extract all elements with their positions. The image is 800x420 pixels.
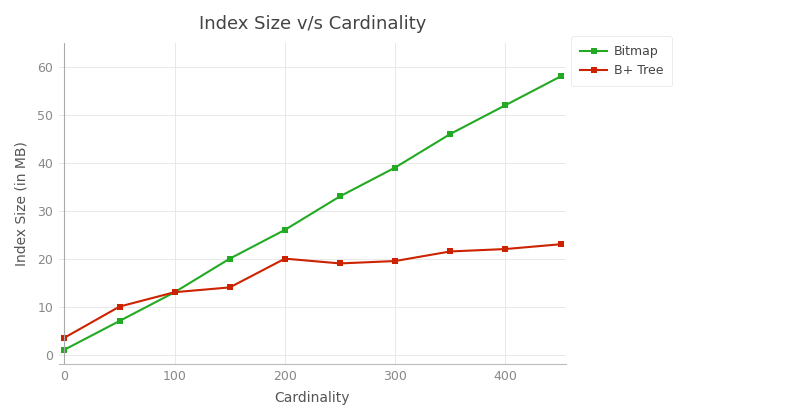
B+ Tree xyxy=(114,304,124,309)
Legend: Bitmap, B+ Tree: Bitmap, B+ Tree xyxy=(571,37,672,86)
Bitmap xyxy=(390,165,400,170)
Bitmap xyxy=(501,103,510,108)
X-axis label: Cardinality: Cardinality xyxy=(274,391,350,405)
Bitmap xyxy=(170,290,179,295)
Title: Index Size v/s Cardinality: Index Size v/s Cardinality xyxy=(198,15,426,33)
B+ Tree xyxy=(501,247,510,252)
B+ Tree xyxy=(335,261,345,266)
Bitmap xyxy=(114,318,124,323)
Line: B+ Tree: B+ Tree xyxy=(62,241,563,341)
Bitmap xyxy=(225,256,234,261)
Bitmap xyxy=(335,194,345,199)
B+ Tree xyxy=(390,259,400,264)
B+ Tree xyxy=(170,290,179,295)
Y-axis label: Index Size (in MB): Index Size (in MB) xyxy=(15,141,29,266)
B+ Tree xyxy=(556,242,566,247)
Bitmap xyxy=(556,74,566,79)
Bitmap xyxy=(60,347,70,352)
B+ Tree xyxy=(280,256,290,261)
Bitmap xyxy=(280,227,290,232)
B+ Tree xyxy=(225,285,234,290)
Line: Bitmap: Bitmap xyxy=(62,74,563,352)
Bitmap xyxy=(446,131,455,136)
B+ Tree xyxy=(446,249,455,254)
B+ Tree xyxy=(60,335,70,340)
